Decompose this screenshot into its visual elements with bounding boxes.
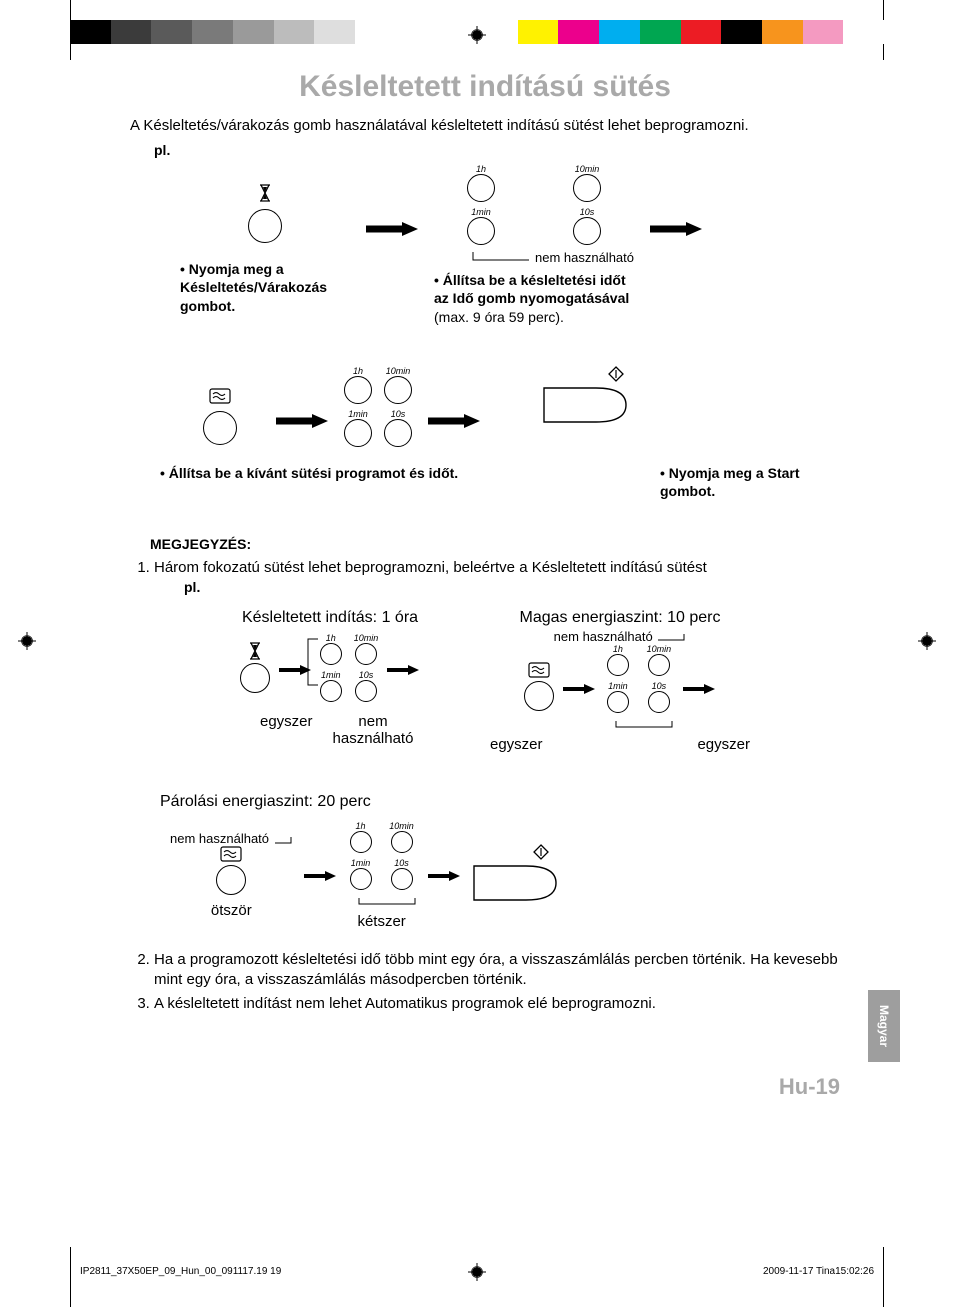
step1-caption: • Nyomja meg a Késleltetés/Várakozás gom… [180,260,350,315]
label-1h: 1h [344,366,372,376]
intro-text: A Késleltetés/várakozás gomb használatáv… [130,116,840,136]
example-label: pl. [154,142,840,158]
time-1min-button [320,680,342,702]
time-10s-button [391,868,413,890]
arrow-icon [303,869,337,881]
time-1h-button [607,654,629,676]
power-button [203,411,237,445]
time-1min-button [467,217,495,245]
not-usable-label: nem használható [535,250,634,265]
label-1h: 1h [467,164,495,174]
registration-mark-right [918,632,936,650]
label-10s: 10s [573,207,601,217]
arrow-icon [426,412,482,430]
time-10min-button [573,174,601,202]
registration-mark-top [468,26,486,44]
delay-button [240,663,270,693]
notes-heading: MEGJEGYZÉS: [150,536,840,552]
arrow-icon [682,682,716,694]
power-button [524,681,554,711]
time-10min-button [384,376,412,404]
note-2: Ha a programozott késleltetési idő több … [154,950,840,991]
time-10s-button [384,419,412,447]
time-10s-button [648,691,670,713]
time-1min-button [344,419,372,447]
arrow-icon [364,220,420,238]
registration-mark-left [18,632,36,650]
note-1: Három fokozatú sütést lehet beprogramozn… [154,558,840,599]
time-1min-button [350,868,372,890]
microwave-icon [220,846,242,862]
note-3: A késleltetett indítást nem lehet Automa… [154,994,840,1014]
arrow-icon [427,869,461,881]
time-10min-button [648,654,670,676]
label-1min: 1min [467,207,495,217]
time-1h-button [350,831,372,853]
time-1min-button [607,691,629,713]
time-10s-button [355,680,377,702]
hourglass-icon [248,642,262,660]
start-dial [541,385,631,425]
time-1h-button [344,376,372,404]
page-content: Késleltetett indítású sütés A Késlelteté… [130,70,840,1100]
page-number: Hu-19 [130,1074,840,1100]
print-footer: IP2811_37X50EP_09_Hun_00_091117.19 19 20… [80,1266,874,1277]
start-icon [608,366,624,382]
step3-caption: • Állítsa be a kívánt sütési programot é… [160,464,480,482]
footer-left: IP2811_37X50EP_09_Hun_00_091117.19 19 [80,1266,281,1277]
start-icon [533,844,549,860]
microwave-icon [528,662,550,678]
ex2-title: Magas energiaszint: 10 perc [470,609,770,627]
label-10min: 10min [384,366,412,376]
label-10s: 10s [384,409,412,419]
arrow-icon [648,220,704,238]
twice-label: kétszer [347,913,417,930]
time-1h-button [320,643,342,665]
arrow-icon [274,412,330,430]
language-tab: Magyar [868,990,900,1062]
once-label: egyszer [697,736,750,753]
time-10min-button [391,831,413,853]
time-10min-button [355,643,377,665]
once-label: egyszer [490,736,543,753]
time-1h-button [467,174,495,202]
page-title: Késleltetett indítású sütés [130,70,840,104]
not-usable-label: nemhasználható [333,713,414,747]
ex1-title: Késleltetett indítás: 1 óra [200,609,460,627]
not-usable-label: nem használható [554,629,653,644]
not-usable-label: nem használható [170,831,269,846]
power-button [216,865,246,895]
label-10min: 10min [573,164,601,174]
footer-right: 2009-11-17 Tina15:02:26 [763,1266,874,1277]
ex3-title: Párolási energiaszint: 20 perc [160,793,840,811]
once-label: egyszer [260,713,313,747]
five-label: ötször [170,902,293,919]
step4-caption: • Nyomja meg a Start gombot. [660,464,820,500]
microwave-icon [209,388,231,404]
arrow-icon [386,663,420,675]
step2-caption: • Állítsa be a késleltetési időt az Idő … [434,271,634,326]
time-10s-button [573,217,601,245]
delay-button [248,209,282,243]
hourglass-icon [258,184,272,202]
arrow-icon [562,682,596,694]
label-1min: 1min [344,409,372,419]
start-dial [471,863,561,903]
